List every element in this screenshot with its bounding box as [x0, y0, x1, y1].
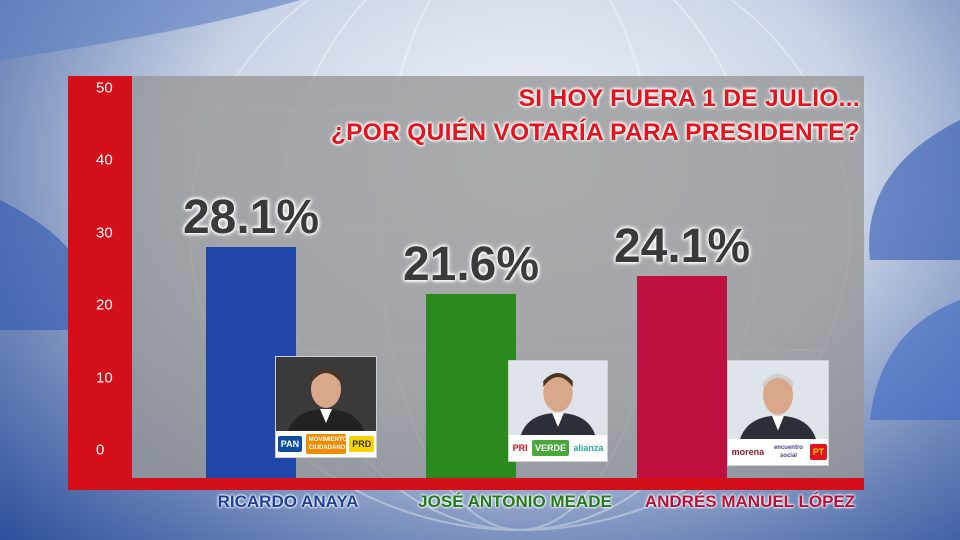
category-label-0: RICARDO ANAYA [217, 492, 359, 511]
data-label-2: 24.1% [613, 219, 751, 273]
x-axis-band [68, 478, 864, 490]
y-tick-label: 30 [96, 224, 113, 242]
party-logo: PRD [349, 436, 375, 452]
y-tick-label: 20 [96, 296, 113, 314]
data-label-1: 21.6% [402, 237, 540, 291]
data-label-0: 28.1% [182, 190, 320, 244]
party-logo: VERDE [531, 440, 569, 456]
portrait-jose-antonio-meade: PRI VERDE alianza [508, 360, 608, 462]
party-logo: encuentro social [768, 442, 809, 462]
y-tick-label: 50 [96, 79, 113, 97]
chart-title: SI HOY FUERA 1 DE JULIO... ¿POR QUIÉN VO… [331, 82, 860, 150]
category-label-1: JOSÉ ANTONIO MEADE [418, 492, 612, 511]
category-label-2: ANDRÉS MANUEL LÓPEZ [644, 492, 856, 511]
party-logos: PRI VERDE alianza [509, 435, 607, 461]
party-logo: morena [728, 444, 768, 460]
chart-title-line-1: SI HOY FUERA 1 DE JULIO... [518, 85, 860, 112]
y-tick-label: 10 [96, 369, 113, 387]
party-logos: morena encuentro social PT [728, 439, 828, 465]
party-logo: PRI [509, 440, 531, 456]
chart-title-line-2: ¿POR QUIÉN VOTARÍA PARA PRESIDENTE? [330, 119, 860, 146]
portrait-ricardo-anaya: PAN MOVIMIENTO CIUDADANO PRD [275, 356, 377, 458]
bar-2 [637, 275, 727, 478]
bar-1 [426, 293, 516, 478]
y-tick-label: 0 [96, 441, 105, 459]
y-axis-band [68, 76, 132, 490]
party-logos: PAN MOVIMIENTO CIUDADANO PRD [276, 431, 376, 457]
y-tick-label: 40 [96, 151, 113, 169]
party-logo: PT [809, 444, 828, 460]
party-logo: PAN [277, 436, 303, 452]
portrait-andres-manuel-lopez: morena encuentro social PT [727, 360, 829, 466]
party-logo: MOVIMIENTO CIUDADANO [305, 434, 347, 454]
party-logo: alianza [570, 440, 607, 456]
